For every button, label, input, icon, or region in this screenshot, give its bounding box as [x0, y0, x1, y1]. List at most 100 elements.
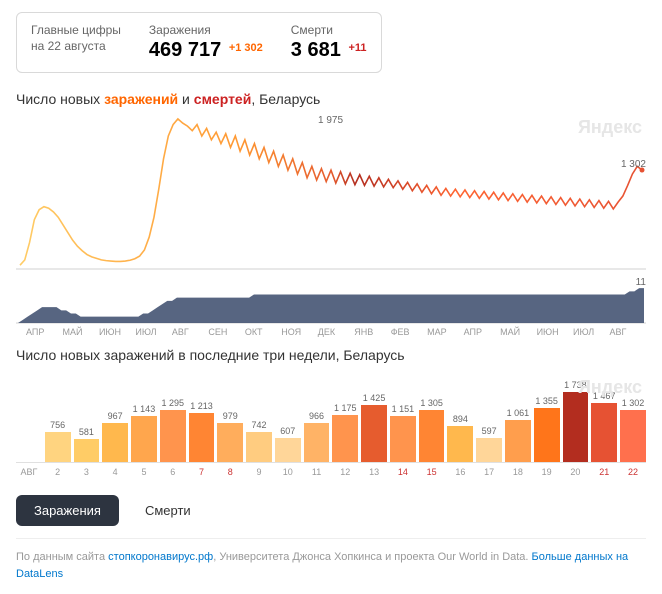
bar-item[interactable]: 1 425 [361, 393, 387, 462]
bar-item[interactable]: 894 [447, 414, 473, 462]
peak-annotation: 1 975 [318, 115, 343, 126]
days-axis: АВГ2345678910111213141516171819202122 [16, 467, 646, 477]
bar-value-label: 1 151 [392, 404, 415, 414]
bar-rect [361, 405, 387, 462]
bar-rect [304, 423, 330, 462]
bar-rect [74, 439, 100, 462]
month-label: ФЕВ [391, 327, 427, 337]
day-label: 11 [304, 467, 330, 477]
tab-deaths[interactable]: Смерти [127, 495, 209, 526]
day-label: 4 [102, 467, 128, 477]
deaths-last-annotation: 11 [636, 277, 646, 288]
day-label: 15 [419, 467, 445, 477]
bar-rect [189, 413, 215, 462]
months-axis: АПРМАЙИЮНИЮЛАВГСЕНОКТНОЯДЕКЯНВФЕВМАРАПРМ… [16, 327, 646, 337]
bar-value-label: 1 355 [535, 396, 558, 406]
metric-tabs: Заражения Смерти [16, 495, 646, 526]
source-link-1[interactable]: стопкоронавирус.рф [108, 551, 213, 563]
bar-item[interactable]: 1 467 [591, 391, 617, 462]
main-chart: Яндекс 1 975 1 302 11 АПРМАЙИЮНИЮЛАВГСЕН… [16, 113, 646, 337]
bar-value-label: 1 175 [334, 403, 357, 413]
bar-item[interactable]: 1 175 [332, 403, 358, 462]
month-label: МАР [427, 327, 463, 337]
bar-item[interactable]: 979 [217, 411, 243, 462]
day-label: 19 [534, 467, 560, 477]
bar-item[interactable]: 1 143 [131, 404, 157, 462]
bar-rect [246, 432, 272, 462]
bar-value-label: 597 [482, 426, 497, 436]
bar-rect [620, 410, 646, 462]
day-label: 5 [131, 467, 157, 477]
bar-rect [534, 408, 560, 462]
month-label: АПР [26, 327, 62, 337]
month-label: ИЮН [537, 327, 573, 337]
bar-item[interactable]: 966 [304, 411, 330, 462]
day-label: 10 [275, 467, 301, 477]
bar-item[interactable]: 742 [246, 420, 272, 462]
day-label: 16 [447, 467, 473, 477]
bar-rect [160, 410, 186, 462]
bar-value-label: 1 302 [622, 398, 645, 408]
month-label: ОКТ [245, 327, 281, 337]
bar-item[interactable]: 607 [275, 426, 301, 462]
bar-value-label: 742 [251, 420, 266, 430]
day-label: 13 [361, 467, 387, 477]
tab-infections[interactable]: Заражения [16, 495, 119, 526]
month-label: МАЙ [500, 327, 536, 337]
bar-item[interactable]: 967 [102, 411, 128, 462]
bar-value-label: 1 143 [133, 404, 156, 414]
bar-value-label: 1 295 [161, 398, 184, 408]
bar-item[interactable]: 1 302 [620, 398, 646, 462]
bar-rect [217, 423, 243, 462]
bar-chart-watermark: Яндекс [578, 377, 642, 398]
main-chart-title: Число новых заражений и смертей, Беларус… [16, 91, 646, 107]
day-label: 12 [332, 467, 358, 477]
bar-rect [275, 438, 301, 462]
bar-chart: Яндекс 756 581 967 1 143 1 295 1 213 979 742 607… [16, 373, 646, 477]
month-label: НОЯ [281, 327, 317, 337]
bar-chart-title: Число новых заражений в последние три не… [16, 347, 646, 363]
day-label: 20 [563, 467, 589, 477]
stats-deaths-label: Смерти [291, 23, 367, 37]
stats-infections-label: Заражения [149, 23, 263, 37]
day-label: 17 [476, 467, 502, 477]
bar-item[interactable]: 1 213 [189, 401, 215, 462]
last-inf-annotation: 1 302 [621, 159, 646, 170]
stats-infections: Заражения 469 717 +1 302 [149, 23, 263, 62]
bar-item[interactable]: 1 305 [419, 398, 445, 462]
bar-rect [447, 426, 473, 462]
stats-date: Главные цифры на 22 августа [31, 23, 121, 62]
bar-value-label: 967 [108, 411, 123, 421]
chart-watermark: Яндекс [578, 117, 642, 138]
main-line-chart-svg [16, 113, 646, 273]
data-source-footer: По данным сайта стопкоронавирус.рф, Унив… [16, 538, 646, 582]
bar-month-label: АВГ [16, 467, 42, 477]
month-label: АВГ [172, 327, 208, 337]
bar-item[interactable]: 1 355 [534, 396, 560, 462]
stats-date-line2: на 22 августа [31, 39, 121, 53]
month-label: ДЕК [318, 327, 354, 337]
month-label: ИЮН [99, 327, 135, 337]
bar-rect [563, 392, 589, 462]
stats-deaths-value: 3 681 [291, 39, 341, 62]
day-label: 7 [189, 467, 215, 477]
bar-value-label: 979 [223, 411, 238, 421]
bar-value-label: 607 [280, 426, 295, 436]
bar-item[interactable]: 1 295 [160, 398, 186, 462]
bar-value-label: 1 425 [363, 393, 386, 403]
day-label: 21 [591, 467, 617, 477]
day-label: 18 [505, 467, 531, 477]
bar-item[interactable]: 1 151 [390, 404, 416, 462]
stats-infections-value: 469 717 [149, 39, 221, 62]
month-label: СЕН [208, 327, 244, 337]
stats-deaths-delta: +11 [348, 42, 366, 54]
bar-item[interactable]: 581 [74, 427, 100, 462]
bar-value-label: 581 [79, 427, 94, 437]
day-label: 14 [390, 467, 416, 477]
bar-item[interactable]: 756 [45, 420, 71, 462]
bar-item[interactable]: 1 061 [505, 408, 531, 462]
bar-value-label: 1 305 [420, 398, 443, 408]
stats-deaths: Смерти 3 681 +11 [291, 23, 367, 62]
bar-value-label: 1 213 [190, 401, 213, 411]
bar-item[interactable]: 597 [476, 426, 502, 462]
